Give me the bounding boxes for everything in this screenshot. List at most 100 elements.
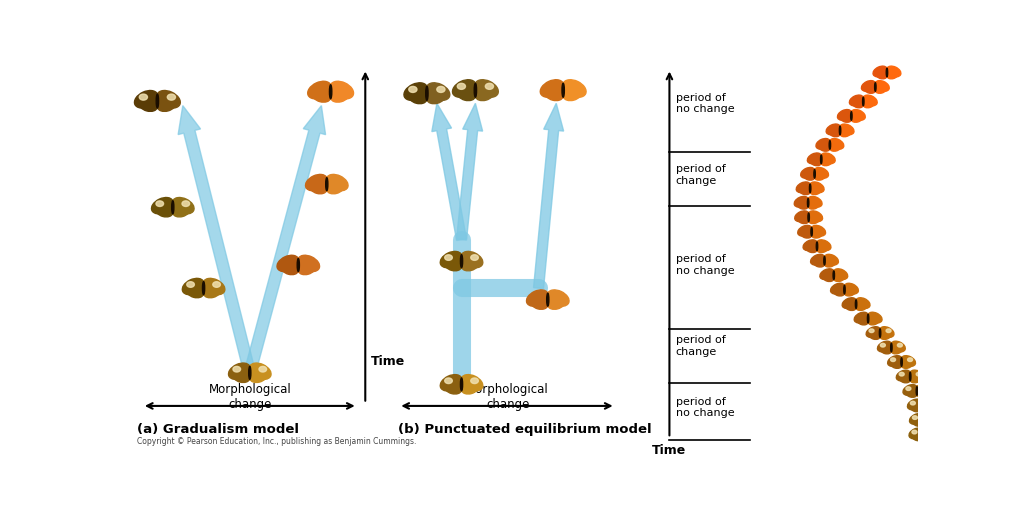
Ellipse shape	[157, 94, 159, 108]
Ellipse shape	[426, 86, 428, 100]
Ellipse shape	[818, 143, 830, 151]
Ellipse shape	[822, 274, 834, 281]
Ellipse shape	[172, 201, 174, 214]
Ellipse shape	[834, 274, 845, 281]
Ellipse shape	[880, 327, 894, 337]
Ellipse shape	[471, 378, 479, 384]
Ellipse shape	[404, 83, 428, 101]
Ellipse shape	[851, 114, 862, 122]
Ellipse shape	[563, 80, 586, 97]
Ellipse shape	[897, 343, 902, 347]
Ellipse shape	[917, 372, 921, 376]
Ellipse shape	[563, 87, 581, 101]
Text: Morphological
change: Morphological change	[466, 384, 549, 411]
Ellipse shape	[844, 283, 858, 294]
Ellipse shape	[844, 285, 845, 294]
Ellipse shape	[233, 370, 250, 383]
Ellipse shape	[814, 172, 826, 180]
Ellipse shape	[821, 153, 835, 164]
Ellipse shape	[173, 205, 190, 217]
Ellipse shape	[910, 401, 916, 405]
Ellipse shape	[326, 174, 348, 190]
Ellipse shape	[808, 216, 819, 224]
Ellipse shape	[913, 418, 924, 426]
Ellipse shape	[813, 259, 825, 267]
Ellipse shape	[139, 94, 147, 100]
Ellipse shape	[444, 259, 461, 271]
Ellipse shape	[461, 382, 479, 394]
Ellipse shape	[325, 178, 328, 190]
Ellipse shape	[461, 374, 483, 391]
Ellipse shape	[830, 141, 831, 149]
Ellipse shape	[312, 89, 330, 102]
Ellipse shape	[852, 100, 863, 108]
Ellipse shape	[851, 110, 865, 120]
Ellipse shape	[834, 269, 848, 279]
Ellipse shape	[172, 198, 194, 214]
Ellipse shape	[825, 259, 836, 267]
Text: Time: Time	[653, 443, 686, 457]
Ellipse shape	[899, 372, 904, 376]
Ellipse shape	[461, 259, 479, 271]
Ellipse shape	[825, 255, 839, 265]
Ellipse shape	[814, 170, 815, 178]
Ellipse shape	[816, 245, 829, 252]
Ellipse shape	[186, 285, 204, 298]
Ellipse shape	[842, 298, 856, 308]
Ellipse shape	[838, 110, 852, 120]
Ellipse shape	[863, 95, 877, 106]
Ellipse shape	[281, 263, 299, 275]
Ellipse shape	[134, 90, 158, 108]
Ellipse shape	[310, 182, 327, 194]
Ellipse shape	[794, 197, 808, 207]
Ellipse shape	[457, 83, 465, 89]
Ellipse shape	[910, 404, 922, 412]
Ellipse shape	[816, 139, 831, 149]
Ellipse shape	[298, 255, 319, 272]
Ellipse shape	[233, 366, 240, 372]
Ellipse shape	[277, 255, 299, 272]
Ellipse shape	[856, 303, 868, 310]
Ellipse shape	[440, 251, 462, 268]
Ellipse shape	[808, 197, 822, 207]
Ellipse shape	[531, 297, 548, 309]
Ellipse shape	[821, 158, 833, 166]
Ellipse shape	[155, 201, 164, 206]
Ellipse shape	[905, 389, 917, 397]
Ellipse shape	[911, 433, 923, 441]
Ellipse shape	[922, 430, 924, 439]
Ellipse shape	[795, 211, 809, 221]
Ellipse shape	[409, 86, 417, 92]
Ellipse shape	[797, 201, 808, 209]
Ellipse shape	[228, 363, 251, 379]
Ellipse shape	[460, 255, 462, 268]
Ellipse shape	[917, 389, 928, 397]
Ellipse shape	[899, 375, 910, 383]
Ellipse shape	[816, 242, 817, 250]
Ellipse shape	[891, 358, 895, 362]
Ellipse shape	[928, 401, 932, 405]
Ellipse shape	[808, 213, 809, 221]
FancyArrow shape	[534, 103, 564, 289]
Ellipse shape	[445, 378, 452, 384]
Ellipse shape	[861, 81, 876, 91]
Ellipse shape	[849, 95, 863, 106]
Text: (a) Gradualism model: (a) Gradualism model	[137, 423, 299, 436]
Text: Time: Time	[370, 355, 405, 368]
Ellipse shape	[891, 341, 905, 352]
Ellipse shape	[869, 332, 880, 339]
Ellipse shape	[485, 83, 493, 89]
Text: (b) Punctuated equilibrium model: (b) Punctuated equilibrium model	[398, 423, 652, 436]
Ellipse shape	[870, 329, 874, 333]
Ellipse shape	[923, 414, 937, 424]
Ellipse shape	[806, 245, 817, 252]
Ellipse shape	[839, 126, 841, 135]
Ellipse shape	[907, 358, 913, 362]
Ellipse shape	[876, 71, 887, 79]
Ellipse shape	[810, 182, 825, 193]
Ellipse shape	[204, 285, 221, 298]
Ellipse shape	[901, 361, 913, 368]
Ellipse shape	[460, 378, 462, 391]
Ellipse shape	[922, 404, 933, 412]
Ellipse shape	[868, 317, 880, 325]
